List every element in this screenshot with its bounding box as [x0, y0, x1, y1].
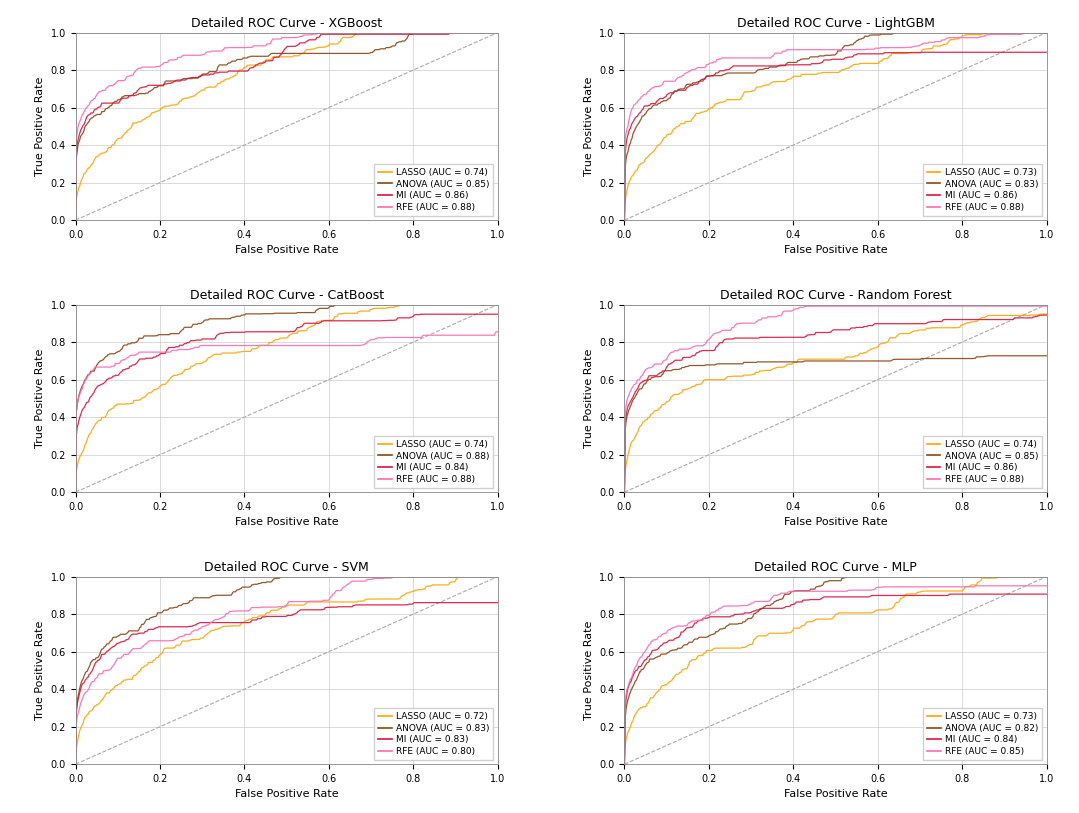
X-axis label: False Positive Rate: False Positive Rate	[783, 246, 887, 255]
Legend: LASSO (AUC = 0.74), ANOVA (AUC = 0.85), MI (AUC = 0.86), RFE (AUC = 0.88): LASSO (AUC = 0.74), ANOVA (AUC = 0.85), …	[924, 437, 1042, 488]
Y-axis label: True Positive Rate: True Positive Rate	[35, 76, 45, 176]
Legend: LASSO (AUC = 0.74), ANOVA (AUC = 0.88), MI (AUC = 0.84), RFE (AUC = 0.88): LASSO (AUC = 0.74), ANOVA (AUC = 0.88), …	[374, 437, 493, 488]
Title: Detailed ROC Curve - XGBoost: Detailed ROC Curve - XGBoost	[191, 17, 382, 30]
Y-axis label: True Positive Rate: True Positive Rate	[35, 620, 45, 720]
Legend: LASSO (AUC = 0.74), ANOVA (AUC = 0.85), MI (AUC = 0.86), RFE (AUC = 0.88): LASSO (AUC = 0.74), ANOVA (AUC = 0.85), …	[374, 164, 493, 215]
Y-axis label: True Positive Rate: True Positive Rate	[584, 349, 593, 448]
X-axis label: False Positive Rate: False Positive Rate	[783, 789, 887, 799]
Legend: LASSO (AUC = 0.73), ANOVA (AUC = 0.83), MI (AUC = 0.86), RFE (AUC = 0.88): LASSO (AUC = 0.73), ANOVA (AUC = 0.83), …	[924, 164, 1042, 215]
Title: Detailed ROC Curve - MLP: Detailed ROC Curve - MLP	[754, 561, 917, 574]
Title: Detailed ROC Curve - SVM: Detailed ROC Curve - SVM	[204, 561, 369, 574]
X-axis label: False Positive Rate: False Positive Rate	[235, 246, 339, 255]
Title: Detailed ROC Curve - CatBoost: Detailed ROC Curve - CatBoost	[190, 289, 384, 302]
X-axis label: False Positive Rate: False Positive Rate	[235, 517, 339, 528]
Y-axis label: True Positive Rate: True Positive Rate	[584, 76, 593, 176]
Y-axis label: True Positive Rate: True Positive Rate	[584, 620, 593, 720]
Y-axis label: True Positive Rate: True Positive Rate	[35, 349, 45, 448]
X-axis label: False Positive Rate: False Positive Rate	[235, 789, 339, 799]
Title: Detailed ROC Curve - LightGBM: Detailed ROC Curve - LightGBM	[737, 17, 934, 30]
X-axis label: False Positive Rate: False Positive Rate	[783, 517, 887, 528]
Legend: LASSO (AUC = 0.72), ANOVA (AUC = 0.83), MI (AUC = 0.83), RFE (AUC = 0.80): LASSO (AUC = 0.72), ANOVA (AUC = 0.83), …	[374, 708, 493, 759]
Title: Detailed ROC Curve - Random Forest: Detailed ROC Curve - Random Forest	[720, 289, 952, 302]
Legend: LASSO (AUC = 0.73), ANOVA (AUC = 0.82), MI (AUC = 0.84), RFE (AUC = 0.85): LASSO (AUC = 0.73), ANOVA (AUC = 0.82), …	[924, 708, 1042, 759]
